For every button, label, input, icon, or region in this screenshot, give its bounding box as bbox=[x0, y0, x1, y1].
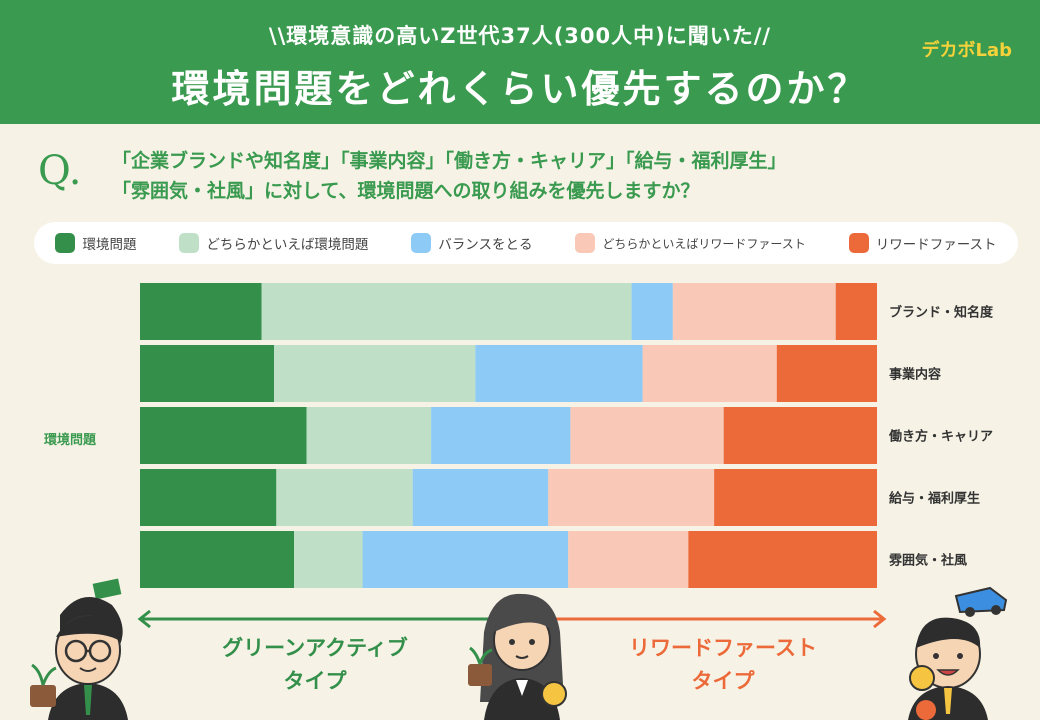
category-label: 給与・福利厚生 bbox=[889, 491, 980, 507]
bar-segment bbox=[274, 345, 476, 402]
legend-label: バランスをとる bbox=[438, 237, 533, 253]
legend-swatch bbox=[179, 233, 200, 253]
direction-arrow bbox=[137, 609, 887, 629]
legend-item: どちらかといえば環境問題 bbox=[179, 233, 368, 253]
category-label: ブランド・知名度 bbox=[889, 305, 994, 321]
bar-segment bbox=[631, 283, 673, 340]
question-line-1: 「企業ブランドや知名度」「事業内容」「働き方・キャリア」「給与・福利厚生」 bbox=[112, 150, 787, 172]
bar-segment bbox=[642, 345, 777, 402]
legend-item: 環境問題 bbox=[55, 233, 136, 253]
legend-label: どちらかといえばリワードファースト bbox=[602, 236, 806, 251]
question-text: 「企業ブランドや知名度」「事業内容」「働き方・キャリア」「給与・福利厚生」 「雰… bbox=[112, 146, 1012, 206]
legend-item: どちらかといえばリワードファースト bbox=[575, 233, 806, 253]
bar-segment bbox=[570, 407, 724, 464]
legend-swatch bbox=[411, 233, 432, 253]
bar-segment bbox=[294, 531, 363, 588]
bar-segment bbox=[776, 345, 877, 402]
category-label: 事業内容 bbox=[889, 367, 941, 383]
green-student-illustration bbox=[30, 578, 128, 720]
chart-legend: 環境問題 どちらかといえば環境問題 バランスをとる どちらかといえばリワードファ… bbox=[34, 222, 1018, 264]
bar-segment bbox=[548, 469, 715, 526]
brand-logo: デカボLab bbox=[921, 40, 1012, 61]
header-title: 環境問題をどれくらい優先するのか？ bbox=[171, 67, 869, 111]
legend-swatch bbox=[575, 233, 596, 253]
bar-segment bbox=[431, 407, 571, 464]
bar-segment bbox=[714, 469, 877, 526]
bar-segment bbox=[140, 407, 307, 464]
balanced-student-illustration bbox=[468, 593, 567, 720]
legend-label: 環境問題 bbox=[82, 237, 137, 253]
question-line-2: 「雰囲気・社風」に対して、環境問題への取り組みを優先しますか？ bbox=[112, 180, 700, 202]
bar-segment bbox=[672, 283, 836, 340]
bar-segment bbox=[688, 531, 877, 588]
bar-segment bbox=[276, 469, 413, 526]
bar-segment bbox=[261, 283, 632, 340]
legend-item: バランスをとる bbox=[411, 233, 533, 253]
bar-segment bbox=[140, 345, 275, 402]
green-active-type-label: グリーンアクティブ タイプ bbox=[190, 632, 440, 698]
bar-segment bbox=[140, 283, 262, 340]
side-label: 環境問題 bbox=[44, 433, 97, 448]
legend-item: リワードファースト bbox=[848, 233, 997, 253]
legend-label: どちらかといえば環境問題 bbox=[206, 237, 369, 253]
bar-segment bbox=[140, 469, 277, 526]
category-label: 働き方・キャリア bbox=[888, 429, 993, 445]
header-banner: \\環境意識の高いZ世代37人(300人中)に聞いた// 環境問題をどれくらい優… bbox=[0, 0, 1040, 124]
bar-segment bbox=[568, 531, 689, 588]
bar-segment bbox=[835, 283, 877, 340]
bar-segment bbox=[723, 407, 877, 464]
arrow-left-head bbox=[137, 609, 151, 629]
legend-label: リワードファースト bbox=[875, 237, 997, 253]
left-type-line-2: タイプ bbox=[283, 669, 347, 693]
bar-segment bbox=[412, 469, 549, 526]
header-subtitle: \\環境意識の高いZ世代37人(300人中)に聞いた// bbox=[268, 24, 772, 48]
reward-first-type-label: リワードファースト タイプ bbox=[598, 632, 848, 698]
legend-swatch bbox=[848, 233, 869, 253]
right-type-line-2: タイプ bbox=[691, 669, 755, 693]
question-mark: Q. bbox=[38, 148, 82, 194]
legend-swatch bbox=[55, 233, 76, 253]
bar-segment bbox=[306, 407, 432, 464]
right-type-line-1: リワードファースト bbox=[629, 636, 817, 660]
reward-student-illustration bbox=[908, 586, 1008, 720]
category-label: 雰囲気・社風 bbox=[889, 553, 967, 569]
bar-segment bbox=[475, 345, 643, 402]
bar-segment bbox=[362, 531, 569, 588]
bar-segment bbox=[140, 531, 295, 588]
left-type-line-1: グリーンアクティブ bbox=[222, 636, 408, 660]
arrow-right-head bbox=[873, 609, 887, 629]
